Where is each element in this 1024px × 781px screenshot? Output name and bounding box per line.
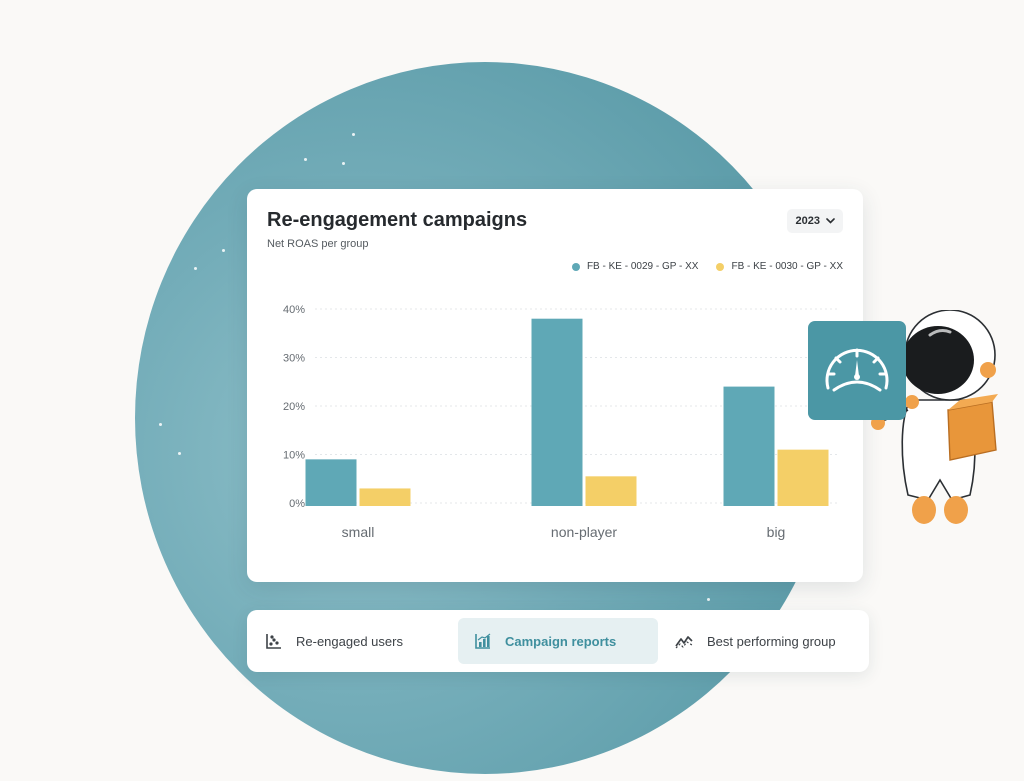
tab-best-performing-group[interactable]: Best performing group bbox=[658, 618, 852, 664]
bar-2-small bbox=[359, 488, 411, 506]
year-select-value: 2023 bbox=[795, 215, 820, 227]
trend-line-icon bbox=[675, 636, 693, 649]
y-tick-label: 20% bbox=[283, 401, 305, 413]
legend-swatch-series-1 bbox=[571, 262, 580, 271]
bar-2-big bbox=[777, 449, 829, 506]
tab-bar: Re-engaged users Campaign reports Best p… bbox=[247, 610, 869, 672]
star bbox=[342, 162, 345, 165]
chevron-down-icon bbox=[826, 218, 835, 224]
chart-card: Re-engagement campaigns Net ROAS per gro… bbox=[247, 189, 863, 582]
y-tick-label: 0% bbox=[289, 498, 305, 510]
x-tick-label: non-player bbox=[551, 524, 617, 540]
scatter-chart-icon bbox=[266, 634, 281, 649]
x-tick-label: small bbox=[342, 524, 375, 540]
astronaut-illustration bbox=[808, 310, 998, 524]
star bbox=[159, 423, 162, 426]
tab-label: Best performing group bbox=[707, 633, 836, 649]
tab-label: Campaign reports bbox=[505, 633, 617, 649]
speedometer-icon bbox=[825, 348, 889, 392]
star bbox=[194, 267, 197, 270]
bar-chart: 0% 10% 20% 30% 40% small non-player big bbox=[283, 304, 837, 540]
card-title: Re-engagement campaigns bbox=[267, 209, 528, 231]
legend-label: FB - KE - 0029 - GP - XX bbox=[586, 261, 699, 272]
legend-item: FB - KE - 0029 - GP - XX bbox=[571, 261, 699, 272]
tab-campaign-reports[interactable]: Campaign reports bbox=[458, 618, 658, 664]
legend-item: FB - KE - 0030 - GP - XX bbox=[716, 261, 843, 272]
tab-label: Re-engaged users bbox=[296, 633, 403, 649]
year-select[interactable]: 2023 bbox=[786, 209, 843, 233]
star bbox=[707, 598, 710, 601]
y-tick-label: 10% bbox=[283, 450, 305, 462]
legend-swatch-series-2 bbox=[716, 262, 725, 271]
chart-legend: FB - KE - 0029 - GP - XX FB - KE - 0030 … bbox=[571, 261, 843, 272]
bar-1-small bbox=[305, 459, 357, 506]
y-tick-label: 30% bbox=[283, 353, 305, 365]
legend-label: FB - KE - 0030 - GP - XX bbox=[731, 261, 843, 272]
star bbox=[352, 133, 355, 136]
star bbox=[304, 158, 307, 161]
bar-2-non-player bbox=[585, 476, 637, 506]
y-tick-label: 40% bbox=[283, 304, 305, 316]
x-tick-label: big bbox=[767, 524, 786, 540]
bar-1-non-player bbox=[531, 318, 583, 506]
tab-re-engaged-users[interactable]: Re-engaged users bbox=[249, 618, 419, 664]
card-subtitle: Net ROAS per group bbox=[267, 238, 369, 250]
bar-1-big bbox=[723, 386, 775, 506]
bar-chart-icon bbox=[475, 633, 491, 649]
star bbox=[222, 249, 225, 252]
star bbox=[178, 452, 181, 455]
